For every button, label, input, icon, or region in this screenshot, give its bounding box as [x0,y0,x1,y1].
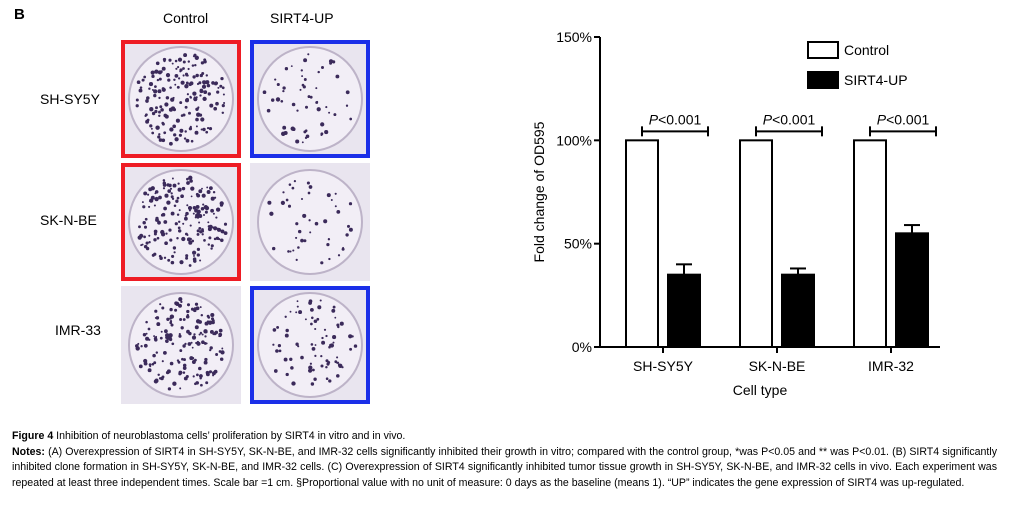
x-tick-label: SK-N-BE [749,358,806,374]
column-header-sirt4-up: SIRT4-UP [270,10,334,26]
panel-label: B [14,6,25,23]
colony-plate-sk-n-be-control [121,163,241,281]
row-label-sh-sy5y: SH-SY5Y [40,91,100,107]
notes-label: Notes: [12,445,45,458]
y-axis-title: Fold change of OD595 [531,121,547,262]
bar-control [739,139,773,349]
figure-title: Inhibition of neuroblastoma cells’ proli… [56,430,406,442]
row-label-imr-33: IMR-33 [55,322,101,338]
bar-control [853,139,887,349]
x-tick-label: SH-SY5Y [633,358,694,374]
colony-plate-sk-n-be-sirt4-up [250,163,370,281]
legend-swatch-sirt4-up [807,71,839,89]
significance-label: P<0.001 [763,111,816,127]
legend-label: Control [844,42,889,58]
colony-plate-sh-sy5y-sirt4-up [250,40,370,158]
column-header-control: Control [163,10,209,26]
notes-text: (A) Overexpression of SIRT4 in SH-SY5Y, … [12,445,998,489]
colony-plate-imr-33-control [121,286,241,404]
bar-chart: 0% 50% 100% 150% Fold change of OD595 P<0.001… [531,29,940,398]
y-tick-label: 100% [556,132,592,148]
row-label-sk-n-be: SK-N-BE [40,212,97,228]
x-axis-title: Cell type [733,382,788,398]
y-tick-label: 150% [556,29,592,45]
bar-sirt4-up [667,273,701,349]
figure-label: Figure 4 [12,430,54,442]
bar-sirt4-up [895,232,929,348]
y-tick-label: 0% [572,339,592,355]
significance-label: P<0.001 [649,111,702,127]
bar-sirt4-up [781,273,815,349]
figure-caption: Figure 4 Inhibition of neuroblastoma cel… [12,429,997,491]
legend-swatch-control [807,41,839,59]
bar-control [625,139,659,349]
y-tick-label: 50% [564,236,592,252]
legend-label: SIRT4-UP [844,72,908,88]
significance-label: P<0.001 [877,111,930,127]
x-tick-label: IMR-32 [868,358,914,374]
colony-plate-sh-sy5y-control [121,40,241,158]
colony-plate-imr-33-sirt4-up [250,286,370,404]
